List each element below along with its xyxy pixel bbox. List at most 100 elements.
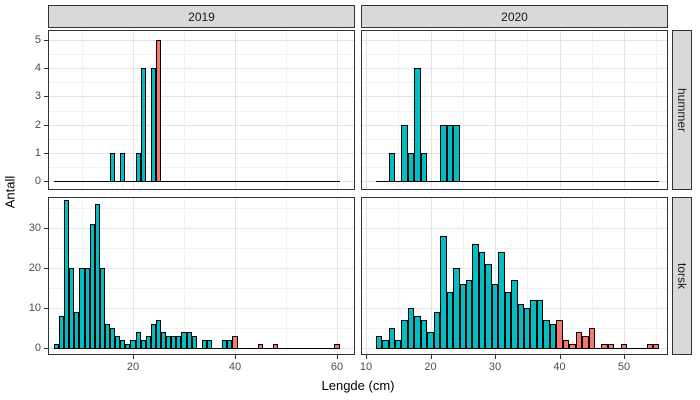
gridline-vertical [430, 31, 432, 189]
histogram-bar-torsk-2020-x37 [536, 300, 544, 349]
histogram-bar-torsk-2019-x60 [334, 344, 340, 349]
y-tick-label: 4 [34, 62, 41, 75]
gridline-horizontal [49, 138, 354, 140]
gridline-vertical [184, 31, 185, 189]
x-axis-title: Lengde (cm) [321, 378, 395, 393]
histogram-bar-hummer-2019-x25 [155, 40, 162, 182]
histogram-bar-torsk-2020-x32 [504, 292, 512, 349]
gridline-vertical [462, 198, 464, 354]
histogram-bar-torsk-2019-x23 [145, 336, 151, 349]
histogram-bar-torsk-2020-x47 [601, 344, 608, 349]
gridline-horizontal [362, 138, 667, 140]
histogram-bar-torsk-2019-x14 [99, 268, 105, 349]
gridline-vertical [235, 198, 236, 354]
histogram-bar-hummer-2019-x18 [120, 152, 126, 182]
panel-2020-hummer [361, 30, 668, 190]
x-axis-tick [133, 355, 134, 359]
histogram-bar-torsk-2020-x15 [395, 340, 402, 349]
histogram-bar-torsk-2019-x7 [64, 200, 70, 349]
gridline-horizontal [362, 166, 667, 168]
y-tick-label: 3 [34, 90, 41, 103]
facet-strip-hummer: hummer [672, 30, 692, 190]
histogram-bar-torsk-2019-x32 [191, 336, 197, 349]
histogram-bar-hummer-2020-x16 [401, 124, 408, 182]
histogram-bar-torsk-2019-x21 [135, 332, 141, 349]
histogram-bar-torsk-2020-x54 [646, 344, 653, 349]
y-axis-tick [44, 124, 48, 126]
histogram-bar-torsk-2019-x25 [155, 320, 162, 349]
histogram-bar-torsk-2019-x34 [201, 340, 207, 349]
panel-2020-torsk [361, 197, 668, 355]
gridline-horizontal [362, 110, 667, 112]
gridline-vertical [656, 31, 658, 189]
x-tick-label: 20 [424, 361, 437, 373]
x-axis-tick [235, 355, 236, 359]
gridline-vertical [462, 31, 464, 189]
panel-2019-torsk [48, 197, 355, 355]
gridline-vertical [495, 198, 496, 354]
gridline-vertical [133, 198, 134, 354]
histogram-bar-torsk-2020-x38 [543, 320, 550, 349]
histogram-bar-hummer-2020-x19 [420, 152, 428, 182]
histogram-bar-torsk-2019-x31 [186, 332, 192, 349]
gridline-vertical [527, 198, 529, 354]
histogram-bar-torsk-2020-x34 [517, 304, 524, 349]
histogram-bar-torsk-2019-x28 [171, 336, 177, 349]
histogram-bar-hummer-2019-x24 [150, 68, 156, 182]
y-tick-label: 5 [34, 34, 41, 46]
x-tick-label: 30 [488, 361, 502, 373]
y-tick-label: 30 [28, 222, 41, 234]
histogram-bar-torsk-2020-x20 [427, 332, 434, 349]
x-tick-label: 10 [359, 361, 373, 373]
x-axis-tick [366, 355, 367, 359]
gridline-horizontal [49, 54, 354, 56]
gridline-horizontal [362, 40, 667, 41]
y-tick-label: 0 [34, 175, 41, 187]
y-tick-label: 10 [28, 302, 41, 314]
histogram-bar-hummer-2020-x18 [414, 68, 421, 182]
histogram-bar-torsk-2019-x16 [110, 328, 116, 349]
y-axis-tick [44, 40, 48, 41]
histogram-bar-torsk-2020-x44 [582, 336, 589, 349]
y-axis-tick [44, 228, 48, 229]
gridline-horizontal [362, 54, 667, 56]
histogram-bar-torsk-2019-x12 [89, 224, 95, 349]
histogram-bar-torsk-2020-x36 [530, 300, 537, 349]
gridline-horizontal [49, 208, 354, 209]
histogram-bar-torsk-2020-x33 [511, 280, 518, 349]
histogram-bar-torsk-2020-x26 [465, 280, 473, 349]
gridline-vertical [337, 31, 338, 189]
gridline-horizontal [49, 152, 354, 154]
histogram-bar-torsk-2019-x38 [222, 340, 228, 349]
gridline-horizontal [362, 124, 667, 126]
x-axis-tick [624, 355, 625, 359]
facet-strip-2019-label: 2019 [188, 9, 215, 24]
histogram-bar-torsk-2020-x48 [607, 344, 615, 349]
x-tick-label: 20 [126, 361, 140, 373]
gridline-vertical [286, 31, 287, 189]
gridline-vertical [366, 31, 367, 189]
gridline-horizontal [362, 96, 667, 98]
gridline-vertical [527, 31, 529, 189]
y-axis-tick [44, 348, 48, 349]
histogram-bar-torsk-2019-x48 [273, 344, 279, 349]
gridline-horizontal [49, 110, 354, 112]
histogram-bar-torsk-2019-x5 [53, 344, 60, 349]
histogram-bar-torsk-2019-x6 [59, 316, 65, 349]
x-tick-label: 40 [228, 361, 242, 373]
histogram-bar-torsk-2020-x27 [472, 244, 479, 349]
gridline-horizontal [362, 152, 667, 154]
histogram-bar-torsk-2020-x35 [524, 308, 531, 349]
gridline-vertical [656, 198, 658, 354]
x-tick-label: 60 [330, 361, 344, 373]
histogram-bar-torsk-2019-x30 [181, 332, 187, 349]
gridline-vertical [591, 31, 593, 189]
histogram-bar-torsk-2019-x11 [84, 268, 90, 349]
histogram-bar-torsk-2020-x21 [433, 312, 441, 349]
y-axis-tick [44, 181, 48, 182]
histogram-bar-torsk-2019-x45 [257, 344, 264, 349]
zero-baseline [53, 348, 340, 349]
histogram-bar-torsk-2020-x17 [407, 308, 415, 349]
facet-strip-torsk: torsk [672, 197, 692, 355]
gridline-vertical [235, 31, 236, 189]
